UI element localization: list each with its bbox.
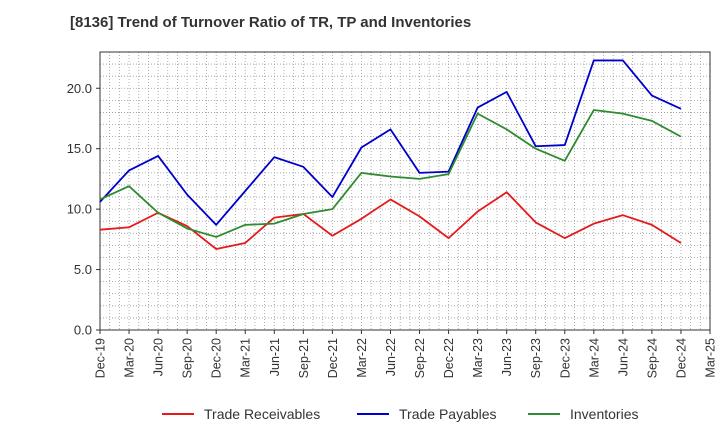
trade-receivables-line bbox=[99, 191, 682, 250]
x-tick-label: Mar-20 bbox=[123, 338, 137, 378]
x-tick-label: Jun-22 bbox=[384, 338, 398, 376]
x-tick-label: Dec-19 bbox=[94, 338, 108, 378]
plot-area-frame bbox=[99, 51, 711, 331]
x-tick-label: Sep-24 bbox=[645, 338, 659, 378]
trade-payables-line bbox=[99, 59, 682, 226]
x-tick-label: Mar-21 bbox=[239, 338, 253, 378]
x-tick-label: Mar-23 bbox=[471, 338, 485, 378]
y-tick-label: 20.0 bbox=[67, 81, 92, 96]
x-tick-label: Jun-24 bbox=[616, 338, 630, 376]
x-tick-label: Sep-21 bbox=[297, 338, 311, 378]
x-tick-label: Mar-25 bbox=[704, 338, 718, 378]
inventories-legend-label: Inventories bbox=[570, 406, 638, 422]
x-tick-label: Dec-20 bbox=[210, 338, 224, 378]
y-tick-label: 10.0 bbox=[67, 202, 92, 217]
x-tick-label: Sep-22 bbox=[413, 338, 427, 378]
legend: Trade Receivables Trade Payables Inventori… bbox=[162, 406, 638, 422]
chart-title: [8136] Trend of Turnover Ratio of TR, TP… bbox=[70, 14, 472, 31]
x-tick-label: Sep-23 bbox=[529, 338, 543, 378]
x-tick-label: Dec-23 bbox=[558, 338, 572, 378]
x-tick-label: Dec-22 bbox=[442, 338, 456, 378]
x-tick-label: Mar-22 bbox=[355, 338, 369, 378]
y-tick-label: 5.0 bbox=[74, 262, 92, 277]
y-axis: 0.0 5.0 10.0 15.0 20.0 bbox=[67, 81, 100, 338]
x-tick-label: Jun-21 bbox=[268, 338, 282, 376]
x-tick-label: Mar-24 bbox=[587, 338, 601, 378]
x-tick-label: Dec-24 bbox=[674, 338, 688, 378]
trade-receivables-legend-label: Trade Receivables bbox=[204, 406, 320, 422]
x-tick-label: Sep-20 bbox=[181, 338, 195, 378]
x-tick-label: Jun-20 bbox=[152, 338, 166, 376]
gridlines bbox=[100, 52, 710, 330]
x-tick-label: Jun-23 bbox=[500, 338, 514, 376]
y-tick-label: 0.0 bbox=[74, 323, 92, 338]
x-axis: Dec-19 Mar-20 Jun-20 Sep-20 Dec-20 Mar-21 Jun-… bbox=[94, 330, 718, 378]
y-tick-label: 15.0 bbox=[67, 141, 92, 156]
trade-payables-legend-label: Trade Payables bbox=[399, 406, 497, 422]
series-lines bbox=[99, 59, 682, 250]
x-tick-label: Dec-21 bbox=[326, 338, 340, 378]
inventories-line bbox=[99, 109, 682, 238]
